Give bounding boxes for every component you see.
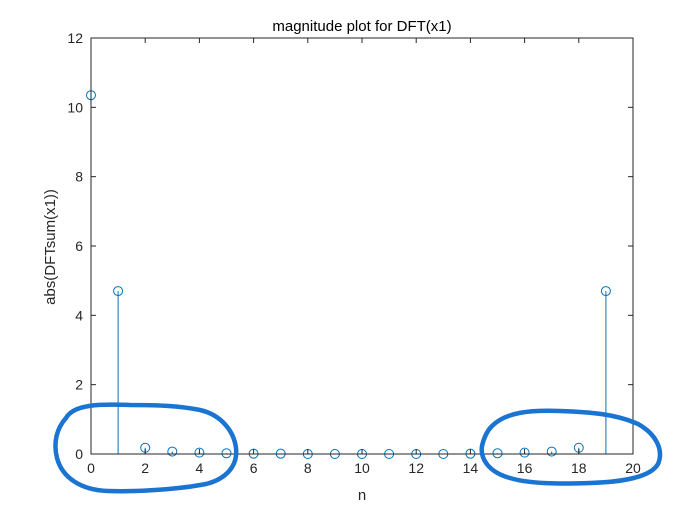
y-tick-label: 6 <box>75 238 83 254</box>
x-tick-label: 16 <box>517 460 533 476</box>
x-tick-label: 20 <box>625 460 641 476</box>
annotation-circle-right <box>479 408 663 486</box>
x-tick-label: 2 <box>141 460 149 476</box>
stem-marker <box>167 446 178 457</box>
hand-drawn-annotations <box>53 402 663 494</box>
y-tick-label: 0 <box>75 446 83 462</box>
stem-marker <box>113 286 124 297</box>
x-tick-label: 0 <box>87 460 95 476</box>
y-tick-label: 10 <box>67 99 83 115</box>
y-tick-label: 8 <box>75 169 83 185</box>
chart-title: magnitude plot for DFT(x1) <box>272 18 451 35</box>
stem-marker <box>546 446 557 457</box>
stem-marker <box>519 447 530 458</box>
x-axis-ticks: 0 2 4 6 8 10 12 14 16 18 20 <box>87 38 641 476</box>
annotation-circle-left <box>53 402 239 494</box>
x-tick-label: 8 <box>304 460 312 476</box>
x-axis-label: n <box>358 487 366 504</box>
y-tick-label: 4 <box>75 307 83 323</box>
stem-series <box>86 90 611 459</box>
y-tick-label: 2 <box>75 377 83 393</box>
stem-marker <box>221 448 232 459</box>
x-tick-label: 18 <box>571 460 587 476</box>
y-tick-label: 12 <box>67 30 83 46</box>
y-axis-label: abs(DFTsum(x1)) <box>42 189 59 305</box>
x-tick-label: 6 <box>250 460 258 476</box>
x-tick-label: 12 <box>408 460 424 476</box>
stem-marker <box>492 448 503 459</box>
x-tick-label: 4 <box>196 460 204 476</box>
stem-marker <box>194 447 205 458</box>
x-tick-label: 14 <box>463 460 479 476</box>
y-axis-ticks: 0 2 4 6 8 10 12 <box>67 30 633 462</box>
stem-marker <box>600 286 611 297</box>
plot-box <box>90 37 634 455</box>
axes-frame <box>90 37 634 455</box>
x-tick-label: 10 <box>354 460 370 476</box>
